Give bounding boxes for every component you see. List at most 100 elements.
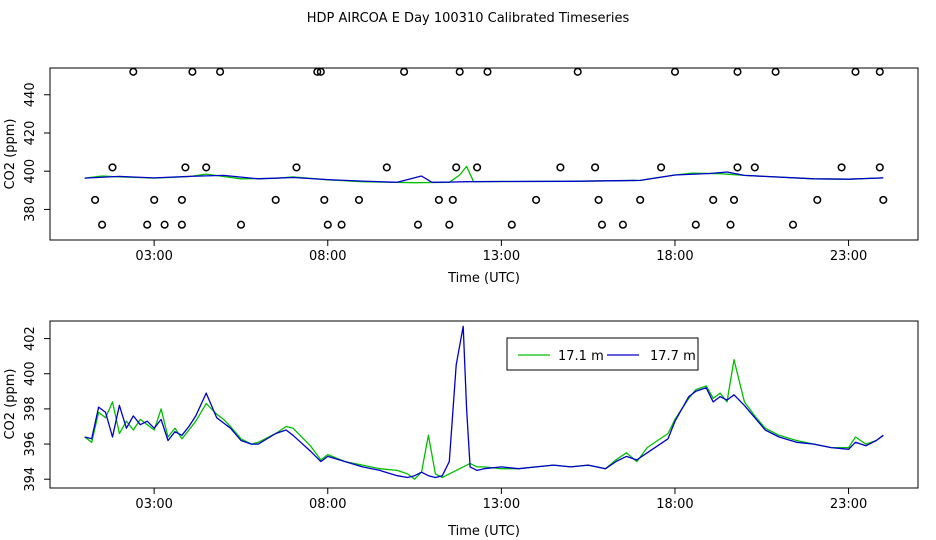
data-point-circle — [452, 163, 461, 172]
y-axis-label-top: CO2 (ppm) — [3, 118, 18, 189]
data-point-circle — [313, 67, 322, 76]
data-point-circle — [597, 220, 607, 229]
data-point-circle — [323, 220, 332, 229]
data-point-circle — [788, 220, 798, 229]
data-point-circle — [851, 67, 860, 76]
data-point-circle — [292, 163, 301, 172]
series-line-bottom-1 — [84, 359, 884, 480]
data-point-circle — [400, 67, 409, 76]
data-point-circle — [726, 220, 735, 229]
data-point-circle — [657, 163, 666, 172]
points-layer-top — [91, 67, 888, 229]
data-point-circle — [177, 220, 186, 229]
y-axis-bottom: 394 396 398 400 402 — [23, 326, 50, 492]
y-tick-label-top: 380 — [23, 197, 38, 222]
data-point-circle — [875, 67, 884, 76]
y-tick-label-bottom: 398 — [23, 396, 38, 421]
y-tick-label-bottom: 402 — [23, 326, 38, 351]
legend: 17.1 m 17.7 m — [506, 337, 699, 371]
x-tick-label-top: 18:00 — [656, 249, 693, 264]
data-point-circle — [532, 195, 541, 204]
data-point-circle — [483, 67, 492, 76]
data-point-circle — [413, 220, 423, 229]
data-point-circle — [236, 220, 246, 229]
x-axis-bottom: 03:00 08:00 13:00 18:00 23:00 — [135, 488, 867, 512]
series-line-top-2 — [84, 171, 884, 183]
y-tick-label-bottom: 396 — [23, 432, 38, 457]
data-point-circle — [160, 220, 169, 229]
data-point-circle — [837, 163, 846, 172]
data-point-circle — [271, 195, 280, 204]
data-point-circle — [729, 195, 739, 204]
data-point-circle — [636, 195, 645, 204]
x-tick-label-top: 03:00 — [135, 249, 172, 264]
data-point-circle — [813, 195, 822, 204]
y-tick-label-bottom: 394 — [23, 467, 38, 492]
y-axis-label-bottom: CO2 (ppm) — [3, 368, 18, 439]
data-point-circle — [709, 195, 718, 204]
x-tick-label-top: 13:00 — [483, 249, 520, 264]
series-line-bottom-2 — [84, 325, 884, 479]
series-layer-bottom — [84, 325, 884, 480]
legend-label-17-7: 17.7 m — [650, 349, 696, 364]
data-point-circle — [216, 67, 225, 76]
data-point-circle — [618, 220, 627, 229]
data-point-circle — [445, 220, 454, 229]
data-point-circle — [188, 67, 197, 76]
x-tick-label-bottom: 03:00 — [135, 497, 172, 512]
legend-box — [506, 337, 699, 371]
data-point-circle — [202, 163, 211, 172]
data-point-circle — [556, 163, 565, 172]
data-point-circle — [879, 195, 888, 204]
data-point-circle — [733, 67, 742, 76]
data-point-circle — [354, 195, 364, 204]
data-point-circle — [181, 163, 190, 172]
data-point-circle — [316, 67, 325, 76]
data-point-circle — [382, 163, 391, 172]
data-point-circle — [875, 163, 884, 172]
plot-frame-top — [49, 67, 919, 241]
data-point-circle — [691, 220, 700, 229]
y-axis-top: 380 400 420 440 — [23, 82, 50, 222]
data-point-circle — [771, 67, 780, 76]
data-point-circle — [448, 195, 457, 204]
data-point-circle — [98, 220, 107, 229]
y-tick-label-top: 440 — [23, 82, 38, 107]
series-layer-top — [84, 165, 884, 184]
x-axis-label-top: Time (UTC) — [447, 271, 520, 286]
panel-top: 03:00 08:00 13:00 18:00 23:00 380 400 420 440 T… — [3, 67, 919, 286]
panel-bottom: 03:00 08:00 13:00 18:00 23:00 394 396 398 400 40… — [3, 320, 919, 539]
data-point-circle — [507, 220, 516, 229]
data-point-circle — [750, 163, 759, 172]
data-point-circle — [434, 195, 443, 204]
data-point-circle — [455, 67, 464, 76]
x-tick-label-bottom: 18:00 — [656, 497, 693, 512]
y-tick-label-top: 420 — [23, 121, 38, 146]
data-point-circle — [320, 195, 329, 204]
plot-frame-bottom — [49, 320, 919, 489]
data-point-circle — [143, 220, 152, 229]
data-point-circle — [473, 163, 482, 172]
data-point-circle — [337, 220, 346, 229]
legend-label-17-1: 17.1 m — [558, 349, 604, 364]
data-point-circle — [150, 195, 159, 204]
figure-title: HDP AIRCOA E Day 100310 Calibrated Times… — [307, 11, 630, 26]
x-tick-label-top: 23:00 — [830, 249, 867, 264]
data-point-circle — [177, 195, 186, 204]
x-tick-label-bottom: 23:00 — [830, 497, 867, 512]
data-point-circle — [573, 67, 582, 76]
x-axis-label-bottom: Time (UTC) — [447, 524, 520, 539]
x-tick-label-bottom: 08:00 — [309, 497, 346, 512]
data-point-circle — [91, 195, 100, 204]
y-tick-label-top: 400 — [23, 159, 38, 184]
x-tick-label-bottom: 13:00 — [483, 497, 520, 512]
data-point-circle — [670, 67, 680, 76]
x-tick-label-top: 08:00 — [309, 249, 346, 264]
data-point-circle — [129, 67, 138, 76]
series-line-top-1 — [84, 165, 884, 184]
data-point-circle — [594, 195, 603, 204]
y-tick-label-bottom: 400 — [23, 361, 38, 386]
data-point-circle — [591, 163, 600, 172]
data-point-circle — [733, 163, 742, 172]
